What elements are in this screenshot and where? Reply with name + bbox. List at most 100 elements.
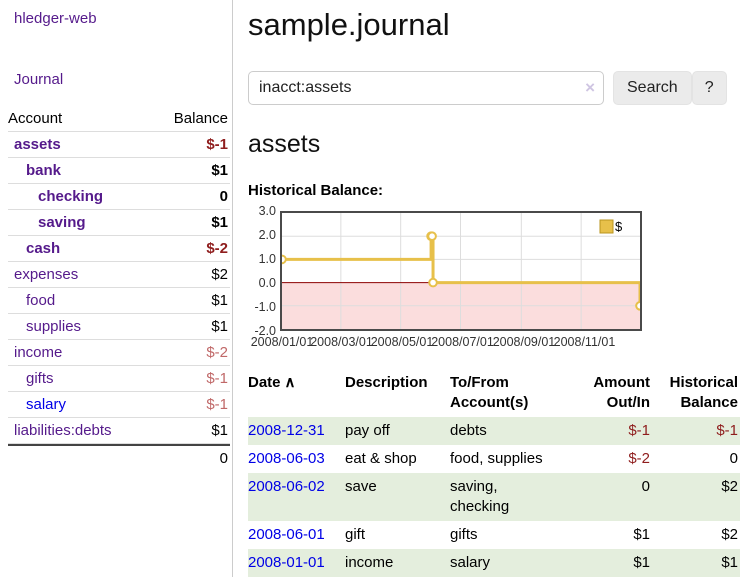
x-tick-label: 2008/09/01 [492, 335, 556, 349]
account-link-gifts[interactable]: gifts [26, 370, 54, 387]
account-balance: $1 [211, 162, 228, 179]
amount-column-header: Amount Out/In [593, 374, 650, 411]
x-tick-label: 2008/07/01 [431, 335, 494, 349]
account-link-saving[interactable]: saving [38, 214, 86, 231]
account-row-salary: salary $-1 [8, 392, 230, 418]
account-row-cash: cash $-2 [8, 236, 230, 262]
account-balance: $1 [211, 214, 228, 231]
search-input[interactable] [248, 71, 604, 105]
sort-ascending-icon: ∧ [284, 374, 296, 391]
amount-cell: $-1 [628, 422, 650, 439]
register-header-row: Date ∧ Description To/From Account(s) Amo… [248, 371, 740, 417]
account-row-checking: checking 0 [8, 184, 230, 210]
date-link[interactable]: 2008-06-02 [248, 478, 325, 495]
table-row[interactable]: 2008-01-01 income salary $1 $1 [248, 549, 740, 577]
account-row-income: income $-2 [8, 340, 230, 366]
date-column-header[interactable]: Date ∧ [248, 374, 296, 391]
date-link[interactable]: 2008-12-31 [248, 422, 325, 439]
search-help-button[interactable]: ? [691, 71, 727, 105]
account-link-expenses[interactable]: expenses [14, 266, 79, 283]
y-tick-label: 1.0 [258, 252, 276, 266]
search-button[interactable]: Search [613, 71, 692, 105]
account-link-cash[interactable]: cash [26, 240, 61, 257]
account-balance: 0 [219, 188, 228, 205]
account-link-liabilities-debts[interactable]: liabilities:debts [14, 422, 112, 439]
sidebar-item-journal[interactable]: Journal [14, 71, 64, 88]
date-link[interactable]: 2008-06-03 [248, 450, 325, 467]
date-link[interactable]: 2008-06-01 [248, 526, 325, 543]
description-cell: pay off [345, 422, 390, 439]
search-box: × [248, 71, 604, 105]
table-row[interactable]: 2008-06-03 eat & shop food, supplies $-2… [248, 445, 740, 473]
accounts-total-value: 0 [219, 450, 228, 467]
account-link-food[interactable]: food [26, 292, 56, 309]
table-row[interactable]: 2008-06-01 gift gifts $1 $2 [248, 521, 740, 549]
account-link-assets[interactable]: assets [14, 136, 61, 153]
x-tick-label: 2008/05/01 [370, 335, 434, 349]
balance-column-header: Balance [173, 110, 228, 127]
accounts-total-row: 0 [8, 444, 230, 471]
accounts-table-header: Account Balance [8, 106, 230, 132]
account-balance: $-1 [206, 396, 228, 413]
balance-cell: $2 [721, 526, 738, 543]
tofrom-cell: gifts [450, 526, 478, 543]
date-link[interactable]: 2008-01-01 [248, 554, 325, 571]
account-row-saving: saving $1 [8, 210, 230, 236]
account-balance: $1 [211, 422, 228, 439]
clear-search-icon[interactable]: × [585, 78, 595, 97]
tofrom-column-header: To/From Account(s) [450, 374, 529, 411]
historical-balance-chart: 3.0 2.0 1.0 0.0 -1.0 -2.0 $ 2008/01/01 2008/03… [248, 204, 728, 351]
page-title: sample.journal [248, 7, 450, 42]
y-tick-label: 3.0 [258, 204, 276, 218]
account-balance: $1 [211, 318, 228, 335]
chart-plot-area[interactable]: $ [280, 211, 642, 331]
tofrom-cell: salary [450, 554, 491, 571]
account-row-gifts: gifts $-1 [8, 366, 230, 392]
y-axis-labels: 3.0 2.0 1.0 0.0 -1.0 -2.0 [248, 204, 278, 338]
account-row-expenses: expenses $2 [8, 262, 230, 288]
account-balance: $-2 [206, 344, 228, 361]
description-cell: eat & shop [345, 450, 417, 467]
account-balance: $2 [211, 266, 228, 283]
account-balance: $-2 [206, 240, 228, 257]
account-link-bank[interactable]: bank [26, 162, 62, 179]
balance-cell: 0 [729, 450, 738, 467]
tofrom-cell: debts [450, 422, 487, 439]
x-axis-labels: 2008/01/01 2008/03/01 2008/05/01 2008/07/01… [251, 335, 720, 351]
table-row[interactable]: 2008-06-02 save saving, checking 0 $2 [248, 473, 740, 521]
account-link-salary[interactable]: salary [26, 396, 67, 413]
y-tick-label: 0.0 [258, 276, 276, 290]
table-row[interactable]: 2008-12-31 pay off debts $-1 $-1 [248, 417, 740, 445]
search-form: × Search ? [248, 71, 727, 105]
account-row-assets: assets $-1 [8, 132, 230, 158]
amount-cell: $-2 [628, 450, 650, 467]
sidebar: hledger-web Journal Account Balance asse… [0, 0, 233, 577]
account-balance: $1 [211, 292, 228, 309]
y-tick-label: -2.0 [254, 324, 276, 338]
account-balance: $-1 [206, 370, 228, 387]
account-row-liabilities-debts: liabilities:debts $1 [8, 418, 230, 444]
account-row-bank: bank $1 [8, 158, 230, 184]
y-tick-label: 2.0 [258, 228, 276, 242]
x-tick-label: 2008/11/01 [553, 335, 616, 349]
balance-cell: $1 [721, 554, 738, 571]
chart-title: Historical Balance: [248, 182, 384, 199]
accounts-table: Account Balance assets $-1 bank $1 check… [8, 106, 230, 471]
account-balance: $-1 [206, 136, 228, 153]
account-column-header: Account [8, 110, 63, 127]
tofrom-cell: food, supplies [450, 450, 543, 467]
account-link-supplies[interactable]: supplies [26, 318, 82, 335]
account-link-income[interactable]: income [14, 344, 63, 361]
description-column-header: Description [345, 374, 428, 391]
description-cell: save [345, 478, 377, 495]
app-title-link[interactable]: hledger-web [14, 10, 97, 27]
balance-column-header: Historical Balance [669, 374, 738, 411]
amount-cell: $1 [633, 526, 650, 543]
y-tick-label: -1.0 [254, 300, 276, 314]
balance-cell: $-1 [716, 422, 738, 439]
account-link-checking[interactable]: checking [38, 188, 104, 205]
balance-cell: $2 [721, 478, 738, 495]
svg-text:$: $ [615, 219, 623, 234]
description-cell: income [345, 554, 394, 571]
amount-cell: 0 [641, 478, 650, 495]
